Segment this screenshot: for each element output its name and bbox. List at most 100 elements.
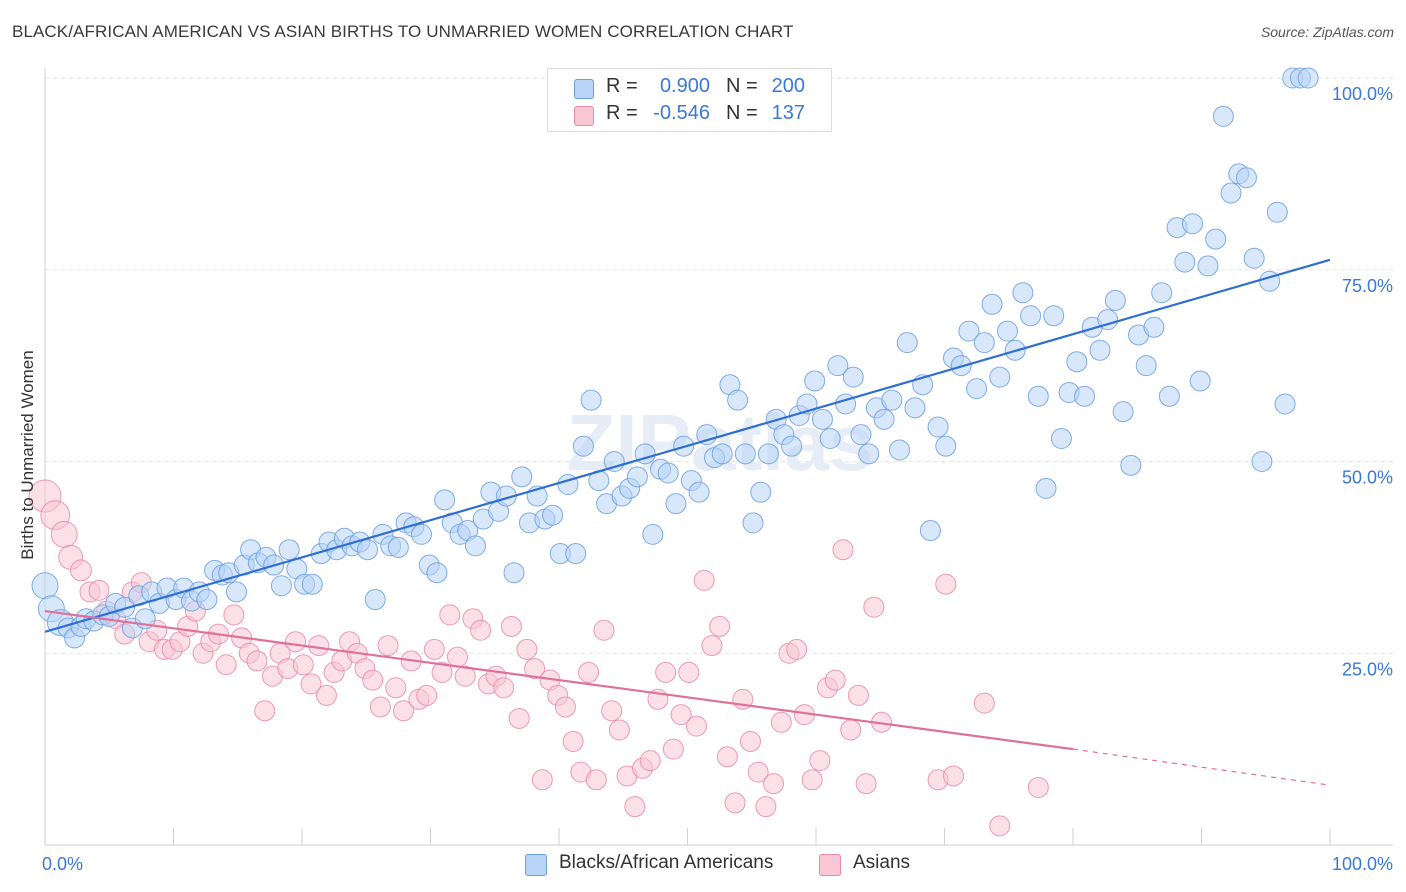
x-tick-label: 100.0% <box>1332 854 1393 874</box>
legend-row-asians: R = -0.546 N = 137 <box>548 100 831 128</box>
blacks-point <box>1043 305 1065 327</box>
blacks-point <box>989 366 1011 388</box>
blacks-point <box>364 589 386 611</box>
blacks-point <box>981 293 1003 315</box>
legend-n-value: 137 <box>771 102 805 124</box>
asians-point <box>755 796 777 818</box>
asians-point <box>292 654 314 676</box>
blacks-point <box>357 539 379 561</box>
blacks-point <box>503 562 525 584</box>
blacks-point <box>827 355 849 377</box>
blacks-point <box>580 389 602 411</box>
asians-point <box>246 650 268 672</box>
legend-swatch-blacks <box>525 854 547 876</box>
blacks-point <box>426 562 448 584</box>
asians-point <box>308 635 330 657</box>
blacks-point <box>278 539 300 561</box>
asians-point <box>554 696 576 718</box>
asians-point <box>716 746 738 768</box>
blacks-point <box>1243 247 1265 269</box>
blacks-point <box>1235 167 1257 189</box>
asians-point <box>863 596 885 618</box>
asians-point <box>739 730 761 752</box>
blacks-point <box>858 443 880 465</box>
blacks-point <box>642 523 664 545</box>
asians-trend-line <box>44 609 1074 751</box>
blacks-point <box>657 462 679 484</box>
asians-point <box>446 646 468 668</box>
blacks-point <box>301 573 323 595</box>
trend-lines <box>44 258 1331 786</box>
y-tick-label: 25.0% <box>1342 659 1393 679</box>
asians-point <box>393 700 415 722</box>
asians-point <box>801 769 823 791</box>
blacks-point <box>1143 316 1165 338</box>
asians-point <box>989 815 1011 837</box>
asians-point <box>693 569 715 591</box>
legend-n-label: N = <box>726 102 758 124</box>
asians-point <box>1027 776 1049 798</box>
blacks-point <box>1220 182 1242 204</box>
blacks-point <box>688 481 710 503</box>
y-axis-label: Births to Unmarried Women <box>18 350 37 560</box>
blacks-point <box>387 536 409 558</box>
blacks-point <box>270 575 292 597</box>
blacks-point <box>1120 454 1142 476</box>
blacks-point <box>727 389 749 411</box>
blacks-point <box>927 416 949 438</box>
legend-r-label: R = <box>606 75 638 97</box>
blacks-point <box>1274 393 1296 415</box>
asians-point <box>223 604 245 626</box>
blacks-point <box>904 397 926 419</box>
legend-label-blacks: Blacks/African Americans <box>559 852 774 873</box>
asians-point <box>832 539 854 561</box>
blacks-point <box>958 320 980 342</box>
blacks-trend-line <box>44 258 1331 633</box>
blacks-point <box>434 489 456 511</box>
blacks-point <box>781 435 803 457</box>
blacks-point <box>850 424 872 446</box>
asians-point <box>439 604 461 626</box>
asians-point <box>70 559 92 582</box>
asians-point <box>855 773 877 795</box>
asians-point <box>88 579 110 601</box>
blacks-point <box>889 439 911 461</box>
legend-label-asians: Asians <box>853 852 911 873</box>
blacks-point <box>757 443 779 465</box>
asians-point <box>639 750 661 772</box>
blacks-point <box>873 408 895 430</box>
tick-labels: 25.0% 50.0% 75.0% 100.0% 0.0% 100.0% <box>42 84 1393 874</box>
asians-point <box>763 773 785 795</box>
blacks-point <box>511 466 533 488</box>
asians-point <box>315 684 337 706</box>
asians-point <box>824 669 846 691</box>
blacks-point <box>804 370 826 392</box>
blacks-point <box>973 332 995 354</box>
asians-point <box>377 635 399 657</box>
series-blacks <box>31 67 1319 649</box>
blacks-point <box>626 466 648 488</box>
blacks-point <box>1074 385 1096 407</box>
blacks-point <box>1066 351 1088 373</box>
asians-point <box>254 700 276 722</box>
blacks-point <box>1020 305 1042 327</box>
blacks-point <box>1174 251 1196 273</box>
blacks-point <box>114 596 136 618</box>
y-tick-label: 50.0% <box>1342 468 1393 488</box>
blacks-point <box>1027 385 1049 407</box>
asians-point <box>516 638 538 660</box>
blacks-point <box>31 572 59 600</box>
blacks-point <box>1135 355 1157 377</box>
legend-swatch-asians <box>574 106 594 126</box>
blacks-point <box>1104 289 1126 311</box>
legend-swatch-asians <box>819 854 841 876</box>
legend-r-value: -0.546 <box>653 102 710 124</box>
blacks-point <box>1182 213 1204 235</box>
asians-point <box>385 677 407 699</box>
asians-point <box>935 573 957 595</box>
blacks-point <box>225 581 247 603</box>
asians-point <box>524 658 546 680</box>
blacks-point <box>734 443 756 465</box>
blacks-point <box>1012 282 1034 304</box>
asians-point <box>215 654 237 676</box>
